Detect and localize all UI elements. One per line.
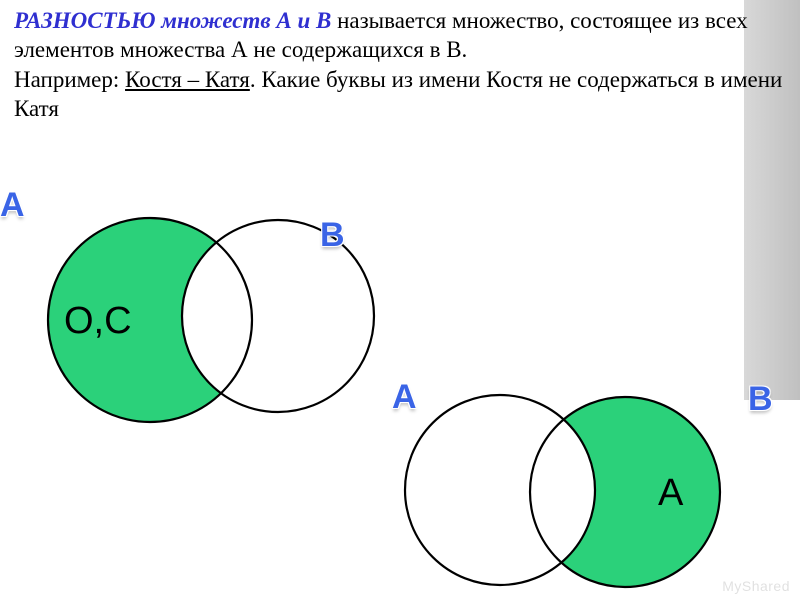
example-prefix: Например: — [14, 67, 125, 92]
label-b-1: В — [320, 216, 346, 255]
term-phrase: РАЗНОСТЬЮ множеств А и В — [14, 8, 337, 33]
watermark: MyShared — [722, 578, 790, 594]
label-a-2: А — [392, 378, 418, 417]
definition-text: РАЗНОСТЬЮ множеств А и В называется множ… — [14, 6, 790, 124]
example-dot: . — [250, 67, 262, 92]
example-names: Костя – Катя — [125, 67, 250, 92]
venn-diagram-b-minus-a — [385, 380, 745, 600]
label-b-2: В — [748, 380, 774, 419]
inside-text-1: О,С — [64, 300, 132, 343]
inside-text-2: А — [658, 472, 683, 515]
label-a-1: А — [0, 186, 26, 225]
slide-root: РАЗНОСТЬЮ множеств А и В называется множ… — [0, 0, 800, 600]
